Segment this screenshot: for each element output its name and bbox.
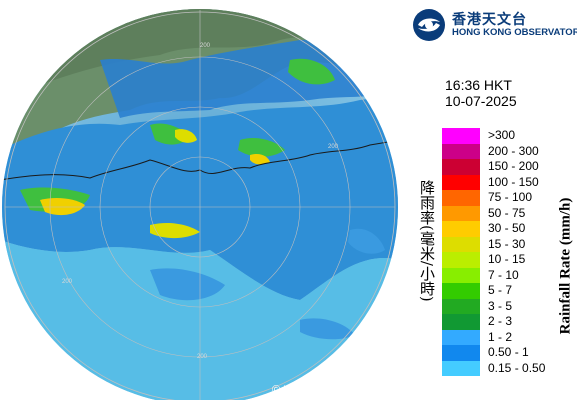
legend-swatch: [442, 298, 480, 314]
legend-label: 2 - 3: [488, 314, 513, 328]
legend-swatch: [442, 267, 480, 283]
legend-swatch: [442, 314, 480, 330]
legend-swatch: [442, 159, 480, 175]
observation-time: 16:36 HKT: [445, 77, 512, 93]
range-ring-label: 200: [62, 279, 73, 285]
legend-swatch: [442, 329, 480, 345]
rain-cell-green: [238, 138, 285, 157]
legend-title-english: Rainfall Rate (mm/h): [557, 197, 574, 335]
legend-label: 0.15 - 0.50: [488, 360, 546, 375]
legend-swatch: [442, 252, 480, 268]
legend-title-chinese: 降雨率(毫米/小時): [418, 180, 436, 302]
hko-logo-icon: [413, 9, 445, 41]
rain-cell-yellow: [175, 129, 197, 143]
legend-swatch: [442, 190, 480, 206]
legend-panel: [400, 0, 577, 400]
legend-swatch: [442, 205, 480, 221]
rain-cell-blue: [300, 318, 355, 340]
legend-row: 30 - 50: [442, 221, 554, 237]
radar-map: 200 200 200 200 © Hong Kong Observatory: [2, 9, 402, 403]
legend-row: 200 - 300: [442, 143, 554, 159]
legend-label: 30 - 50: [488, 221, 526, 235]
range-ring-label: 200: [328, 144, 339, 150]
rain-cell-blue: [348, 228, 385, 254]
legend-swatch: [442, 283, 480, 299]
rain-cell-green: [288, 58, 335, 85]
hko-logo: 香港天文台 HONG KONG OBSERVATORY: [412, 8, 577, 42]
rain-cell-yellow: [40, 197, 85, 216]
legend-label: 150 - 200: [488, 159, 539, 173]
observation-date: 10-07-2025: [445, 93, 517, 109]
legend-label: 3 - 5: [488, 298, 513, 313]
legend-row: 7 - 10: [442, 267, 554, 283]
legend-swatch: [442, 345, 480, 361]
rainfall-legend: >300 200 - 300 150 - 200 100 - 150 75 - 100 5…: [442, 128, 554, 376]
rain-band-north: [100, 39, 398, 118]
copyright-notice: © Hong Kong Observatory: [272, 384, 402, 396]
legend-swatch: [442, 143, 480, 159]
hko-name-english: HONG KONG OBSERVATORY: [452, 27, 577, 38]
legend-row: 3 - 5: [442, 298, 554, 314]
legend-row: 75 - 100: [442, 190, 554, 206]
rain-cell-yellow: [150, 222, 200, 239]
legend-label: 7 - 10: [488, 267, 519, 282]
rain-cell-yellow: [250, 153, 270, 165]
legend-label: 75 - 100: [488, 190, 533, 204]
legend-swatch: [442, 236, 480, 252]
legend-row: 10 - 15: [442, 252, 554, 268]
legend-swatch: [442, 360, 480, 376]
hko-name-chinese: 香港天文台: [452, 12, 527, 28]
legend-label: 50 - 75: [488, 205, 526, 220]
legend-label: 5 - 7: [488, 283, 513, 297]
legend-label: 100 - 150: [488, 174, 539, 189]
legend-row: >300: [442, 128, 554, 144]
legend-row: 0.15 - 0.50: [442, 360, 554, 376]
range-ring-label: 200: [197, 354, 208, 360]
legend-swatch: [442, 128, 480, 144]
legend-label: 15 - 30: [488, 236, 526, 251]
legend-row: 0.50 - 1: [442, 345, 554, 361]
legend-row: 2 - 3: [442, 314, 554, 330]
legend-label: 10 - 15: [488, 252, 526, 266]
legend-row: 15 - 30: [442, 236, 554, 252]
legend-row: 50 - 75: [442, 205, 554, 221]
legend-row: 1 - 2: [442, 329, 554, 345]
legend-label: 200 - 300: [488, 143, 539, 158]
legend-label: >300: [488, 128, 516, 142]
range-ring-label: 200: [200, 43, 211, 49]
legend-row: 5 - 7: [442, 283, 554, 299]
legend-row: 150 - 200: [442, 159, 554, 175]
legend-row: 100 - 150: [442, 174, 554, 190]
legend-label: 1 - 2: [488, 329, 513, 344]
radar-map-svg: 200 200 200 200: [2, 9, 398, 403]
legend-swatch: [442, 174, 480, 190]
rain-cell-blue: [150, 268, 225, 301]
legend-swatch: [442, 221, 480, 237]
legend-label: 0.50 - 1: [488, 345, 529, 359]
